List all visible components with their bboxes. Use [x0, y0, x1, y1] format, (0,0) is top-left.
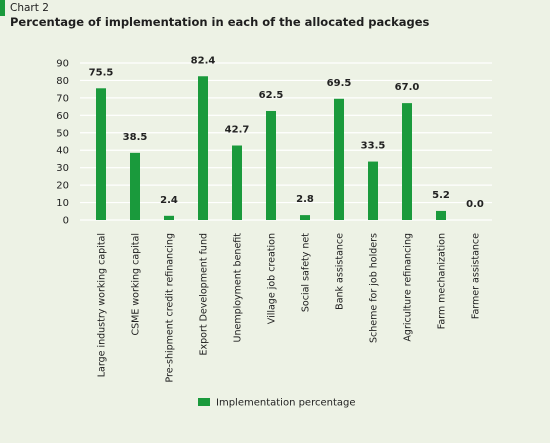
data-label: 2.8	[296, 194, 314, 205]
bar	[402, 103, 412, 220]
category-label: Agriculture refinancing	[403, 233, 414, 342]
category-label: CSME working capital	[131, 233, 142, 335]
data-label: 5.2	[432, 190, 450, 201]
category-label: Social safety net	[301, 233, 312, 312]
legend-swatch	[198, 398, 210, 406]
bar	[232, 145, 242, 220]
bar	[368, 161, 378, 220]
data-label: 38.5	[123, 132, 148, 143]
category-label: Large industry working capital	[97, 233, 108, 377]
y-tick-label: 60	[56, 111, 69, 122]
data-label: 33.5	[361, 141, 386, 152]
data-label: 2.4	[160, 195, 178, 206]
data-label: 75.5	[89, 67, 114, 78]
category-label: Bank assistance	[335, 233, 346, 310]
y-tick-label: 40	[56, 146, 69, 157]
data-label: 0.0	[466, 199, 484, 210]
y-tick-label: 20	[56, 181, 69, 192]
legend-label: Implementation percentage	[216, 398, 356, 409]
chart-title: Percentage of implementation in each of …	[10, 15, 430, 29]
y-tick-label: 50	[56, 128, 69, 139]
y-tick-label: 80	[56, 76, 69, 87]
y-tick-label: 90	[56, 59, 69, 70]
bar	[334, 98, 344, 220]
y-tick-label: 30	[56, 163, 69, 174]
bar	[198, 76, 208, 220]
category-label: Farm mechanization	[437, 233, 448, 329]
category-label: Unemployment benefit	[233, 233, 244, 343]
data-label: 82.4	[191, 55, 216, 66]
bar	[164, 215, 174, 220]
bar	[266, 110, 276, 220]
data-label: 69.5	[327, 78, 352, 89]
header-marker	[0, 0, 5, 16]
chart-number-label: Chart 2	[10, 2, 49, 14]
category-label: Pre-shipment credit refinancing	[165, 233, 176, 383]
category-label: Export Development fund	[199, 233, 210, 356]
y-tick-label: 70	[56, 93, 69, 104]
bar	[96, 88, 106, 221]
bar	[436, 210, 446, 220]
y-tick-label: 0	[63, 216, 69, 227]
bar	[130, 152, 140, 220]
category-label: Village job creation	[267, 233, 278, 324]
data-label: 67.0	[395, 82, 420, 93]
y-tick-label: 10	[56, 198, 69, 209]
data-label: 42.7	[225, 125, 250, 136]
category-label: Farmer assistance	[471, 233, 482, 319]
data-label: 62.5	[259, 90, 284, 101]
category-label: Scheme for job holders	[369, 233, 380, 343]
bar	[300, 215, 310, 220]
